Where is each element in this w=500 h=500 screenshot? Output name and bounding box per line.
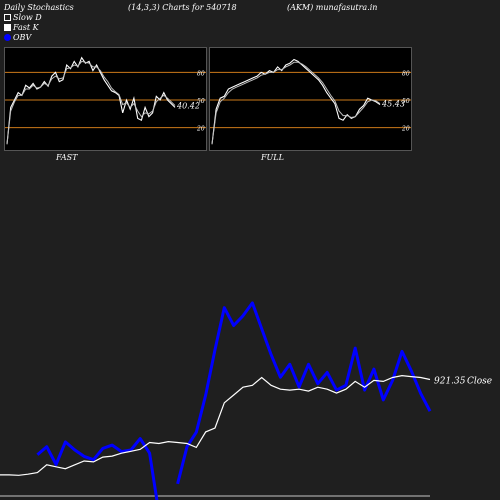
legend-item-obv: OBV [4, 33, 31, 42]
close-series-line [0, 374, 431, 476]
close-price-label: Close [467, 376, 492, 386]
full-tick-label-20: 20 [401, 126, 410, 133]
chart-source: (AKM) munafasutra.in [287, 3, 378, 12]
full-tick-label-50: 50 [402, 98, 410, 105]
legend-item-slow-d: Slow D [4, 13, 42, 22]
full-panel-label: FULL [261, 153, 284, 162]
fast-stochastic-chart: 80 50 20 40.42 [5, 56, 206, 145]
fast-tick-label-50: 50 [197, 98, 205, 105]
legend-label: Fast K [13, 23, 39, 32]
chart-params: (14,3,3) Charts for 540718 [128, 3, 237, 12]
blue-dot-icon [4, 34, 11, 41]
chart-title: Daily Stochastics [4, 3, 74, 12]
filled-square-icon [4, 24, 11, 31]
fast-panel-label: FAST [56, 153, 78, 162]
full-series-slow-d [211, 61, 381, 145]
fast-stochastic-panel: 80 50 20 40.42 [4, 47, 207, 151]
close-last-value-label: 921.35 [434, 376, 466, 386]
fast-last-value-label: 40.42 [176, 102, 200, 111]
full-stochastic-chart: 80 50 20 45.43 [210, 58, 411, 145]
legend-label: Slow D [13, 13, 42, 22]
obv-series-line [176, 301, 432, 485]
fast-series-slow-d [6, 60, 176, 145]
full-stochastic-panel: 80 50 20 45.43 [209, 47, 412, 151]
obv-series-line [36, 437, 159, 500]
fast-tick-label-20: 20 [196, 126, 205, 133]
full-series-fast-k [211, 58, 381, 145]
legend-label: OBV [13, 33, 32, 42]
full-tick-label-80: 80 [402, 70, 410, 77]
fast-tick-label-80: 80 [197, 70, 205, 77]
full-last-value-label: 45.43 [381, 100, 405, 109]
legend-item-fast-k: Fast K [4, 23, 39, 32]
open-square-icon [4, 14, 11, 21]
